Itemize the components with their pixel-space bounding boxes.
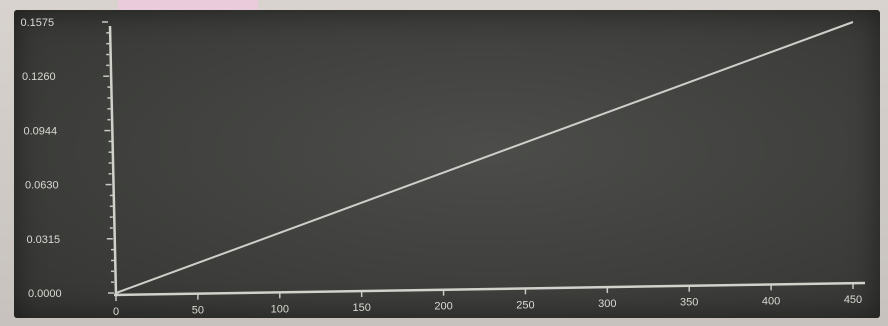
y-tick-label: 0.1575 <box>21 17 55 29</box>
x-tick-label: 250 <box>516 299 534 311</box>
tick-marks <box>102 21 854 301</box>
pink-sticker <box>118 0 258 10</box>
y-tick-label: 0.1260 <box>22 71 56 83</box>
x-tick-labels: 0 50 100 150 200 250 300 350 400 450 <box>113 294 862 318</box>
x-axis <box>113 281 866 297</box>
y-tick-label: 0.0315 <box>27 234 61 246</box>
x-tick-label: 0 <box>113 306 119 318</box>
y-tick-label: 0.0944 <box>24 126 58 138</box>
x-tick-label: 150 <box>352 302 370 314</box>
y-tick-label: 0.0630 <box>25 180 59 192</box>
series-line <box>115 21 854 294</box>
x-tick-label: 450 <box>844 294 862 306</box>
x-tick-label: 350 <box>680 297 698 309</box>
x-tick-label: 300 <box>598 298 616 310</box>
y-axis <box>108 25 118 296</box>
chart-screen <box>14 10 880 318</box>
x-tick-label: 200 <box>434 301 452 313</box>
y-tick-label: 0.0000 <box>28 288 62 300</box>
x-tick-label: 50 <box>192 305 204 317</box>
y-tick-labels: 0.0000 0.0315 0.0630 0.0944 0.1260 0.1575 <box>21 17 62 300</box>
x-tick-label: 100 <box>271 303 289 315</box>
x-tick-label: 400 <box>762 295 780 307</box>
